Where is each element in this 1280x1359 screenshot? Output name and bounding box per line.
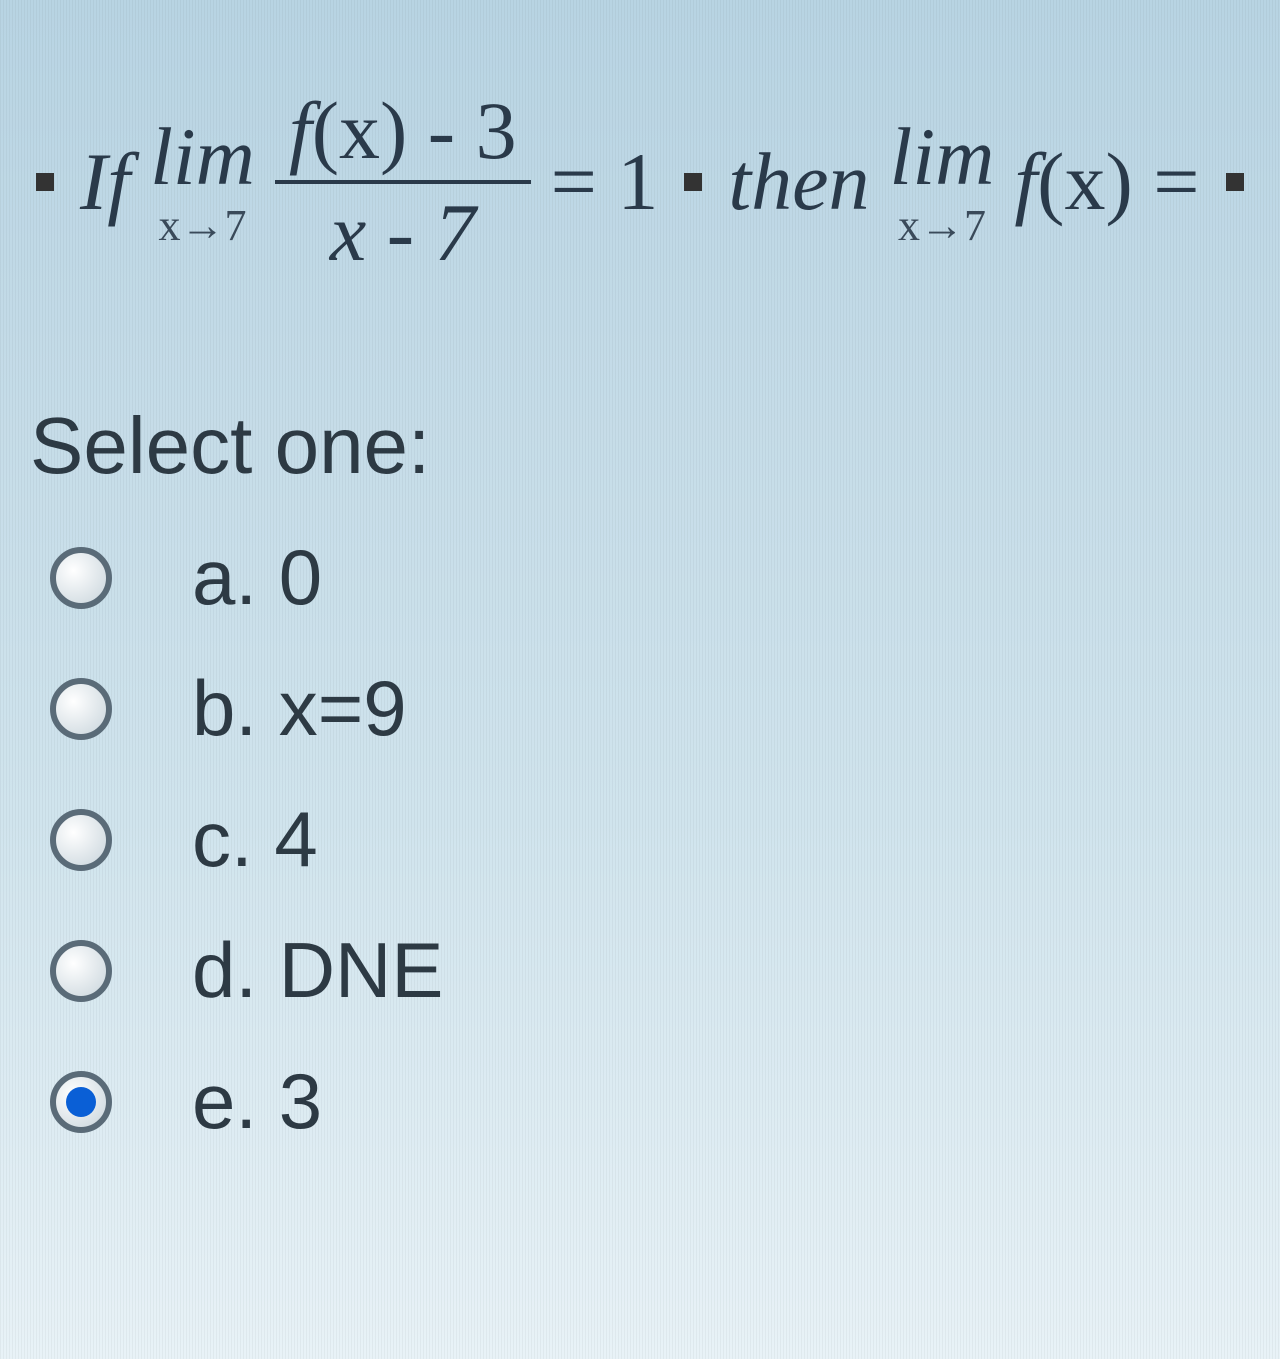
limit-2: lim x→7 xyxy=(890,116,995,248)
answer-options: Select one: a. 0 b. x=9 c. 4 d. DNE e. 3 xyxy=(0,400,1280,1187)
radio-a[interactable] xyxy=(50,547,112,609)
fraction-denominator: x - 7 xyxy=(316,184,490,274)
question-stem: If lim x→7 f(x) - 3 x - 7 = 1 then lim x… xyxy=(0,70,1280,294)
option-c-label: c. 4 xyxy=(192,794,318,885)
option-e[interactable]: e. 3 xyxy=(30,1056,1250,1147)
option-b[interactable]: b. x=9 xyxy=(30,663,1250,754)
option-b-label: b. x=9 xyxy=(192,663,407,754)
selection-handle xyxy=(36,173,54,191)
radio-c[interactable] xyxy=(50,809,112,871)
select-one-label: Select one: xyxy=(30,400,1250,492)
lim-sub-1: x→7 xyxy=(158,204,246,248)
option-e-label: e. 3 xyxy=(192,1056,322,1147)
fraction-numerator: f(x) - 3 xyxy=(275,90,531,180)
lim-sub-2: x→7 xyxy=(898,204,986,248)
fx-expression: f(x) = xyxy=(1014,135,1199,229)
frac-rest: (x) - 3 xyxy=(312,85,517,176)
lim-text-1: lim xyxy=(150,116,255,198)
selection-handle xyxy=(1226,173,1244,191)
fx-f: f xyxy=(1014,136,1037,227)
then-text: then xyxy=(728,135,869,229)
radio-d[interactable] xyxy=(50,940,112,1002)
option-d-label: d. DNE xyxy=(192,925,443,1016)
limit-1: lim x→7 xyxy=(150,116,255,248)
option-a-label: a. 0 xyxy=(192,532,322,623)
radio-e[interactable] xyxy=(50,1071,112,1133)
fraction: f(x) - 3 x - 7 xyxy=(275,90,531,274)
radio-b[interactable] xyxy=(50,678,112,740)
if-text: If xyxy=(80,135,130,229)
selection-handle xyxy=(684,173,702,191)
option-c[interactable]: c. 4 xyxy=(30,794,1250,885)
fx-rest: (x) = xyxy=(1037,136,1199,227)
frac-f: f xyxy=(289,85,312,176)
option-a[interactable]: a. 0 xyxy=(30,532,1250,623)
math-expression: If lim x→7 f(x) - 3 x - 7 = 1 then lim x… xyxy=(30,90,1250,274)
equals-one: = 1 xyxy=(551,135,659,229)
option-d[interactable]: d. DNE xyxy=(30,925,1250,1016)
lim-text-2: lim xyxy=(890,116,995,198)
